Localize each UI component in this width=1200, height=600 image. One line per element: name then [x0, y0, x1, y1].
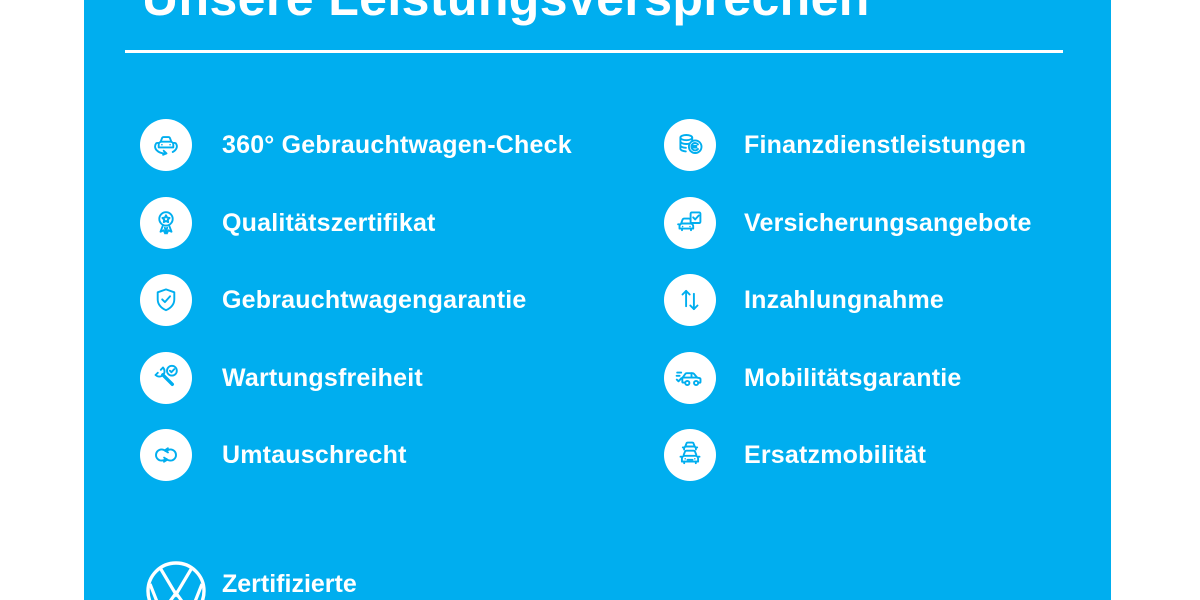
promise-label: 360° Gebrauchtwagen-Check	[222, 130, 572, 159]
promise-item: Qualitätszertifikat	[140, 197, 436, 249]
car-checklist-icon	[664, 197, 716, 249]
promise-item: Versicherungsangebote	[664, 197, 1032, 249]
promise-item: Umtauschrecht	[140, 429, 407, 481]
promise-item: Ersatzmobilität	[664, 429, 926, 481]
promise-label: Finanzdienstleistungen	[744, 130, 1027, 159]
page-title: Unsere Leistungsversprechen	[142, 0, 870, 23]
footer-label: Zertifizierte	[222, 570, 357, 598]
shield-check-icon	[140, 274, 192, 326]
promise-item: Wartungsfreiheit	[140, 352, 423, 404]
promise-item: Inzahlungnahme	[664, 274, 944, 326]
title-underline	[125, 50, 1063, 53]
promise-label: Versicherungsangebote	[744, 208, 1032, 237]
promise-item: Finanzdienstleistungen	[664, 119, 1026, 171]
promise-label: Mobilitätsgarantie	[744, 363, 962, 392]
promise-label: Ersatzmobilität	[744, 440, 927, 469]
promise-item: Gebrauchtwagengarantie	[140, 274, 526, 326]
promise-item: 360° Gebrauchtwagen-Check	[140, 119, 572, 171]
exchange-arrows-icon	[140, 429, 192, 481]
promise-label: Wartungsfreiheit	[222, 363, 423, 392]
promise-item: Mobilitätsgarantie	[664, 352, 962, 404]
up-down-arrows-icon	[664, 274, 716, 326]
wrench-check-icon	[140, 352, 192, 404]
blue-panel: Unsere Leistungsversprechen 360° Gebrauc…	[84, 0, 1111, 600]
vw-logo-icon	[144, 559, 208, 600]
two-cars-icon	[664, 429, 716, 481]
van-speed-check-icon	[664, 352, 716, 404]
promise-label: Inzahlungnahme	[744, 285, 945, 314]
promise-label: Qualitätszertifikat	[222, 208, 436, 237]
promise-label: Umtauschrecht	[222, 440, 407, 469]
promise-label: Gebrauchtwagengarantie	[222, 285, 527, 314]
coins-euro-icon	[664, 119, 716, 171]
medal-star-icon	[140, 197, 192, 249]
car-360-icon	[140, 119, 192, 171]
